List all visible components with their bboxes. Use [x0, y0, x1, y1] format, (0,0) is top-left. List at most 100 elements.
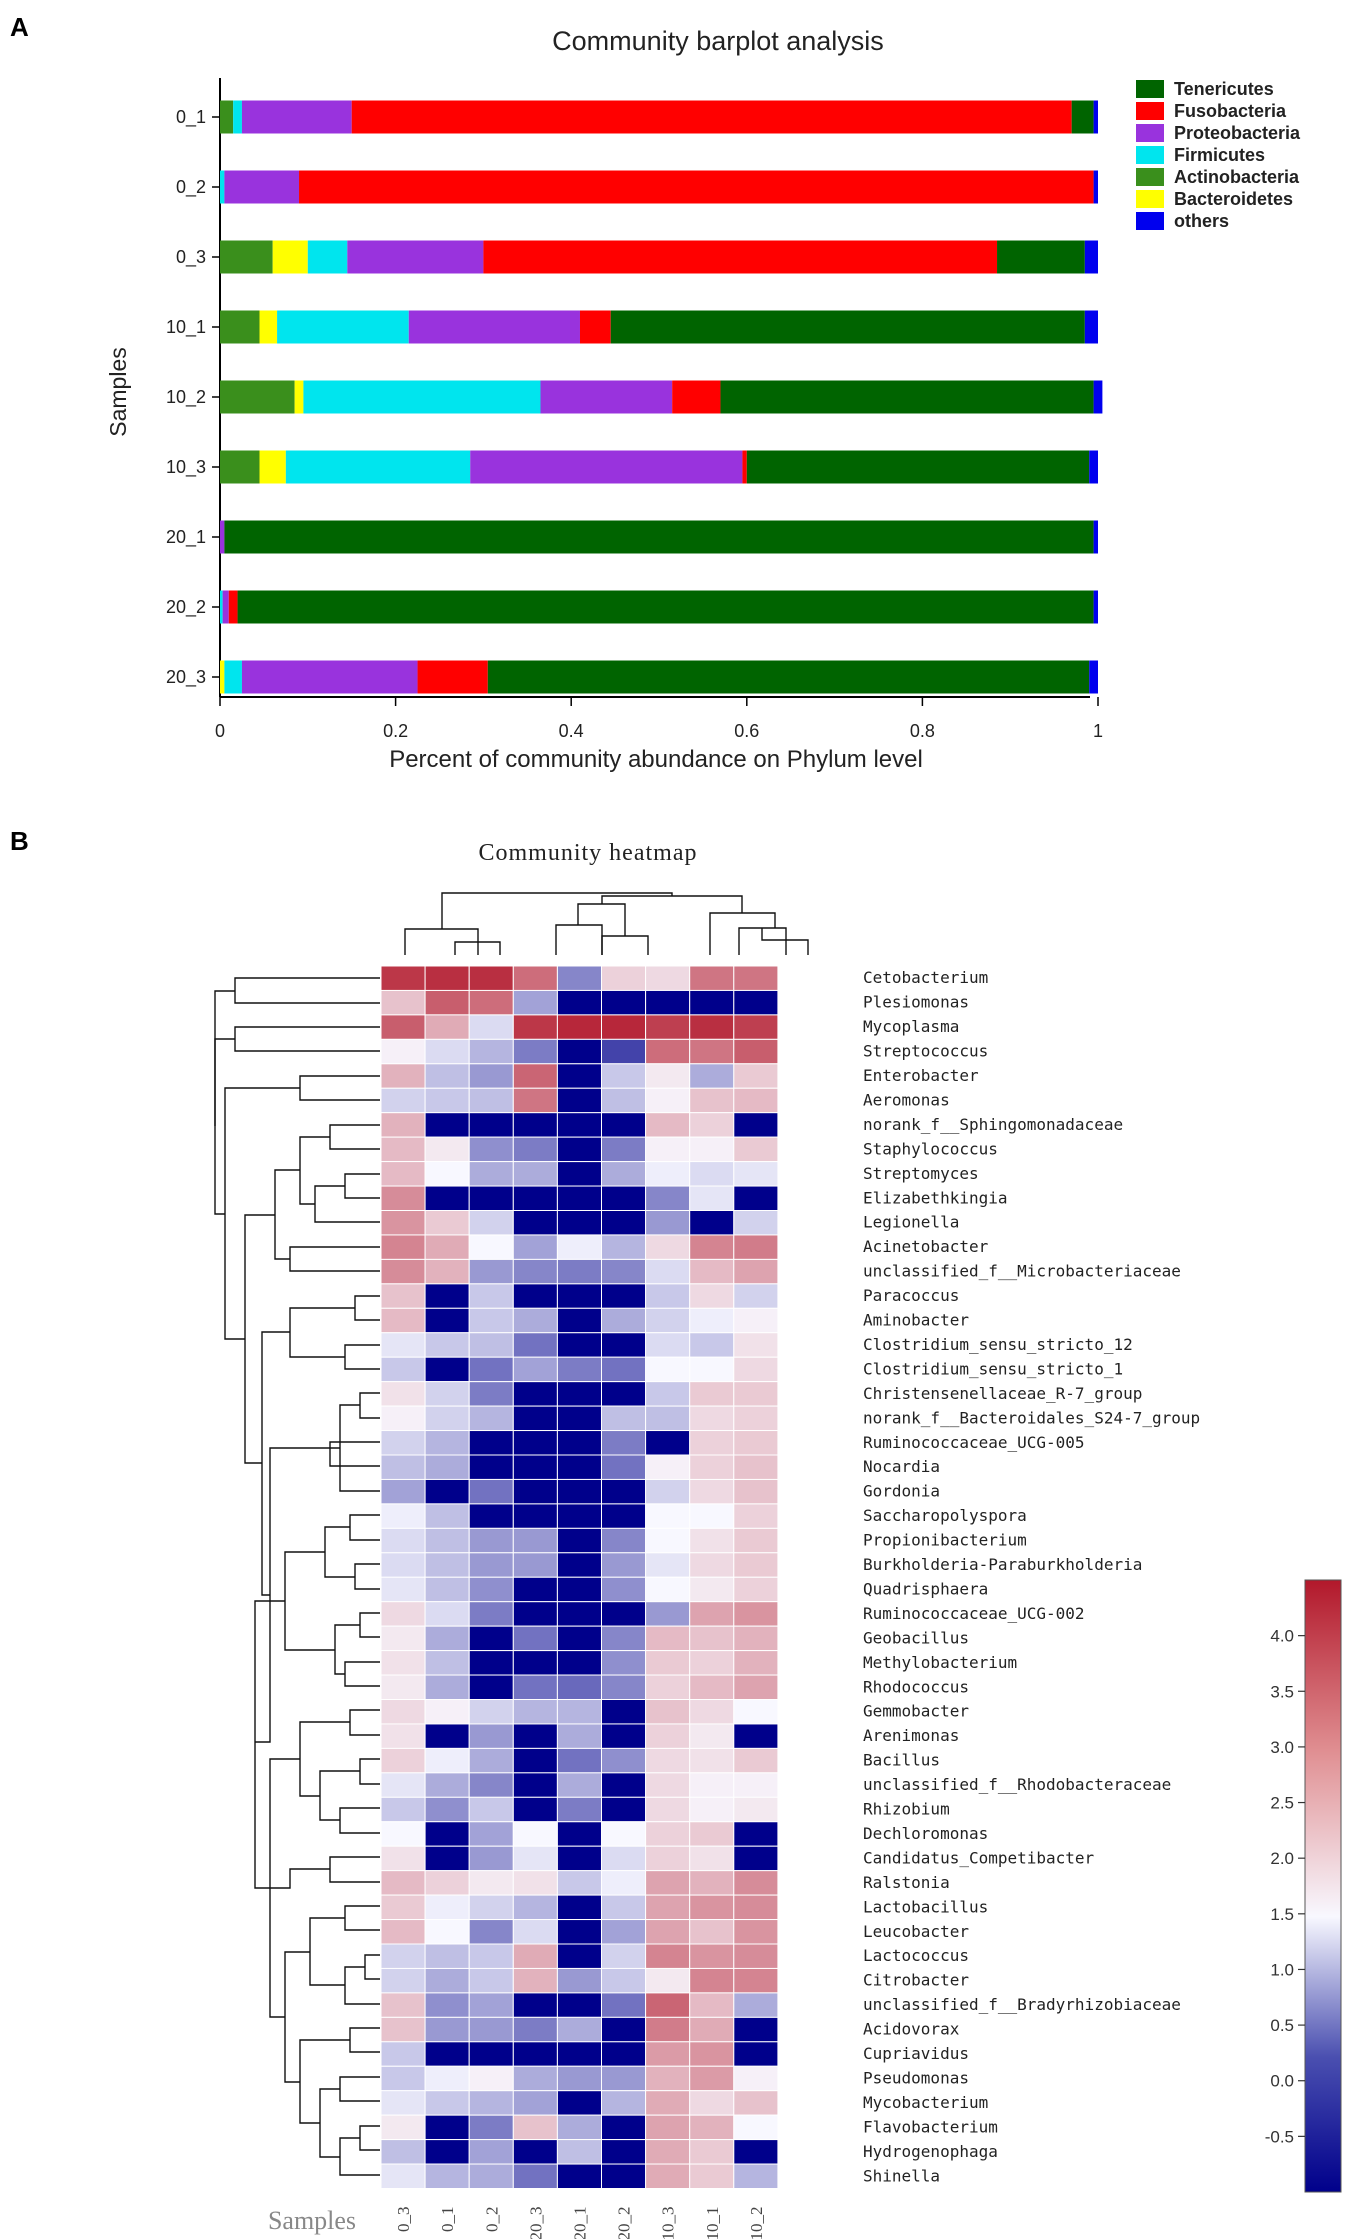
heatmap-cell [733, 1381, 779, 1407]
heatmap-cell [424, 1112, 470, 1138]
heatmap-row-label: Pseudomonas [863, 2068, 969, 2087]
colorbar-tick-label: 2.5 [1270, 1794, 1294, 1813]
heatmap-cell [424, 1821, 470, 1847]
heatmap-cell [601, 1601, 647, 1627]
heatmap-cell [733, 1038, 779, 1065]
heatmap-cell [512, 2016, 558, 2043]
heatmap-cell [733, 1943, 779, 1969]
heatmap-cell [468, 1625, 514, 1652]
heatmap-cell [689, 965, 735, 991]
heatmap-cell [512, 1772, 558, 1798]
heatmap-cell [601, 1087, 647, 1114]
heatmap-cell [601, 1503, 647, 1529]
heatmap-cell [689, 1845, 735, 1872]
heatmap-cell [468, 1478, 514, 1505]
row-dendro-branch [214, 990, 235, 1126]
legend-swatch-fusobacteria [1136, 102, 1164, 120]
heatmap-cell [601, 989, 647, 1016]
bar-segment-tenericutes-20_3 [487, 660, 1090, 694]
heatmap-cell [645, 1576, 691, 1603]
heatmap-cell [689, 2114, 735, 2141]
heatmap-cell [468, 2090, 514, 2116]
heatmap-cell [689, 1185, 735, 1212]
heatmap-cell [468, 989, 514, 1016]
heatmap-cell [645, 1258, 691, 1285]
heatmap-cell [380, 1405, 426, 1432]
heatmap-row-label: unclassified_f__Microbacteriaceae [863, 1262, 1181, 1281]
heatmap-cell [645, 2065, 691, 2092]
heatmap-cell [733, 1796, 779, 1823]
heatmap-cell [380, 1747, 426, 1774]
heatmap-cell [512, 2041, 558, 2067]
barplot-legend: TenericutesFusobacteriaProteobacteriaFir… [1136, 79, 1301, 231]
heatmap-cell [556, 1381, 603, 1407]
colorbar-tick-label: 1.0 [1270, 1960, 1294, 1979]
heatmap-cell [689, 1674, 735, 1701]
heatmap-cell [380, 1943, 426, 1969]
bar-segment-firmicutes-0_1 [233, 100, 242, 134]
heatmap-cell [380, 1210, 426, 1236]
heatmap-cell [556, 1283, 603, 1309]
heatmap-cell [689, 989, 735, 1016]
heatmap-cell [424, 1454, 470, 1480]
heatmap-cell [556, 1478, 603, 1505]
y-tick-label: 0_3 [176, 247, 206, 268]
legend-label-bacteroidetes: Bacteroidetes [1174, 189, 1293, 209]
heatmap-cell [689, 1161, 735, 1187]
heatmap-cell [601, 1894, 647, 1921]
heatmap-cell [556, 2041, 603, 2067]
bar-segment-tenericutes-10_3 [746, 450, 1090, 484]
heatmap-cell [380, 1136, 426, 1163]
bar-segment-others-10_3 [1089, 450, 1098, 484]
heatmap-cell [689, 1821, 735, 1847]
heatmap-row-label: Bacillus [863, 1751, 940, 1770]
bar-segment-firmicutes-0_3 [307, 240, 348, 274]
heatmap-cell [468, 2114, 514, 2141]
heatmap-row-label: Quadrisphaera [863, 1579, 988, 1598]
heatmap-cell [512, 1943, 558, 1969]
bar-segment-bacteroidetes-20_3 [220, 660, 225, 694]
heatmap-cell [601, 1576, 647, 1603]
heatmap-cell [424, 1258, 470, 1285]
heatmap-cell [556, 1772, 603, 1798]
heatmap-cell [601, 1307, 647, 1334]
heatmap-cell [556, 1185, 603, 1212]
heatmap-row-label: norank_f__Sphingomonadaceae [863, 1115, 1123, 1134]
heatmap-cell [380, 1674, 426, 1701]
heatmap-row-label: Streptococcus [863, 1042, 988, 1061]
heatmap-cell [689, 1063, 735, 1089]
heatmap-cell [512, 1381, 558, 1407]
heatmap-cell [468, 1454, 514, 1480]
heatmap-cell [380, 1014, 426, 1040]
heatmap-row-label: Christensenellaceae_R-7_group [863, 1384, 1142, 1403]
barplot-y-label: Samples [105, 347, 131, 436]
heatmap-cell [689, 1772, 735, 1798]
legend-swatch-tenericutes [1136, 80, 1164, 98]
legend-label-proteobacteria: Proteobacteria [1174, 123, 1301, 143]
heatmap-cell [601, 1625, 647, 1652]
heatmap-cell [424, 1136, 470, 1163]
bar-segment-actinobacteria-10_1 [220, 310, 260, 344]
heatmap-cell [468, 1943, 514, 1969]
heatmap-cell [645, 2016, 691, 2043]
y-tick-label: 0_1 [176, 107, 206, 128]
heatmap-cell [380, 1332, 426, 1358]
heatmap-cell [424, 1699, 470, 1725]
heatmap-cell [645, 1332, 691, 1358]
heatmap-cell [380, 2041, 426, 2067]
heatmap-row-labels: Cetobacterium Plesiomonas Mycoplasma Strept… [863, 968, 1200, 2185]
heatmap-cell [424, 1527, 470, 1554]
heatmap-cell [380, 1161, 426, 1187]
heatmap-cell [512, 1454, 558, 1480]
heatmap-cell [468, 1894, 514, 1921]
heatmap-cell [733, 2065, 779, 2092]
heatmap-row-label: Leucobacter [863, 1922, 969, 1941]
heatmap-cell [512, 1674, 558, 1701]
heatmap-cell [512, 2065, 558, 2092]
heatmap-cell [556, 1527, 603, 1554]
heatmap-row-label: Clostridium_sensu_stricto_1 [863, 1359, 1123, 1378]
heatmap-cell [468, 1332, 514, 1358]
heatmap-cell [512, 1332, 558, 1358]
heatmap-row-label: Streptomyces [863, 1164, 979, 1183]
heatmap-cell [645, 1919, 691, 1945]
